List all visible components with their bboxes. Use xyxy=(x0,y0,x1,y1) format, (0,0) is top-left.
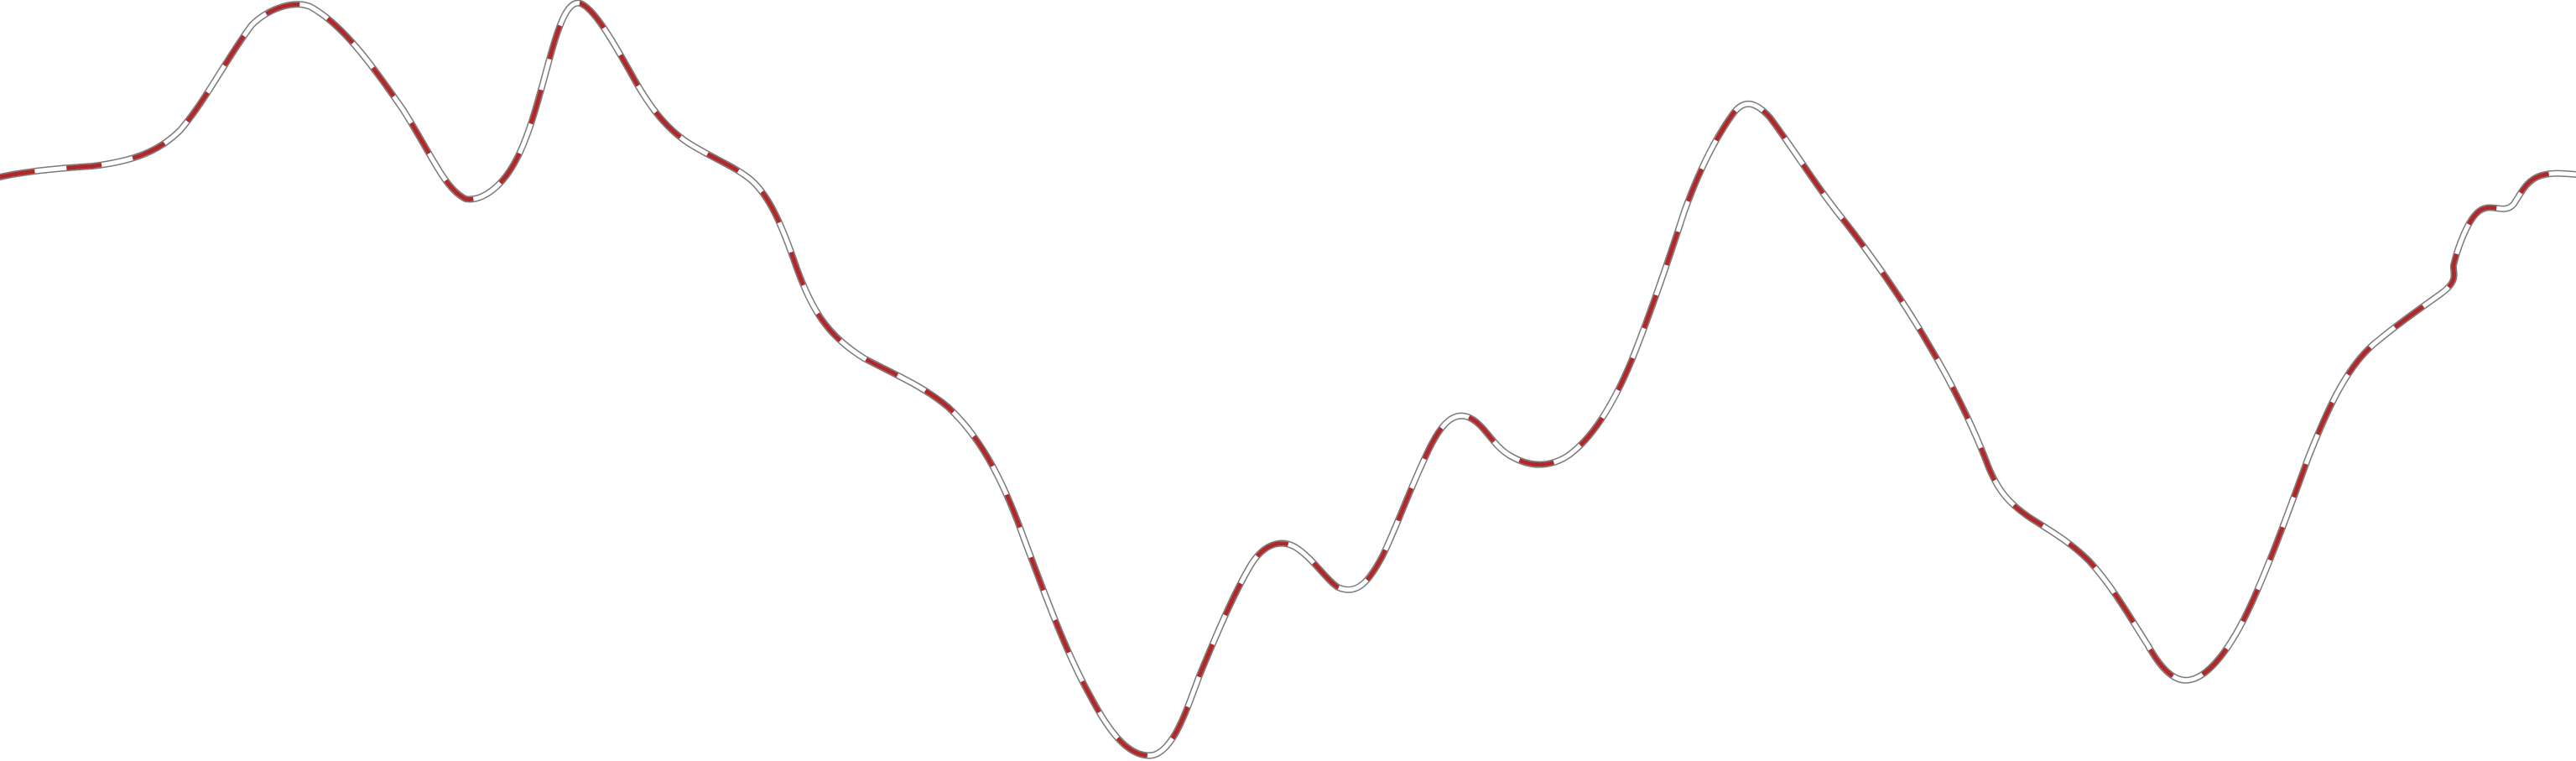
route-line-dashes[interactable] xyxy=(0,1,2576,758)
route-line-casing xyxy=(0,0,2576,759)
map-surface[interactable] xyxy=(0,0,2576,761)
map-canvas[interactable] xyxy=(0,0,2576,761)
route-line-fill xyxy=(0,1,2576,758)
